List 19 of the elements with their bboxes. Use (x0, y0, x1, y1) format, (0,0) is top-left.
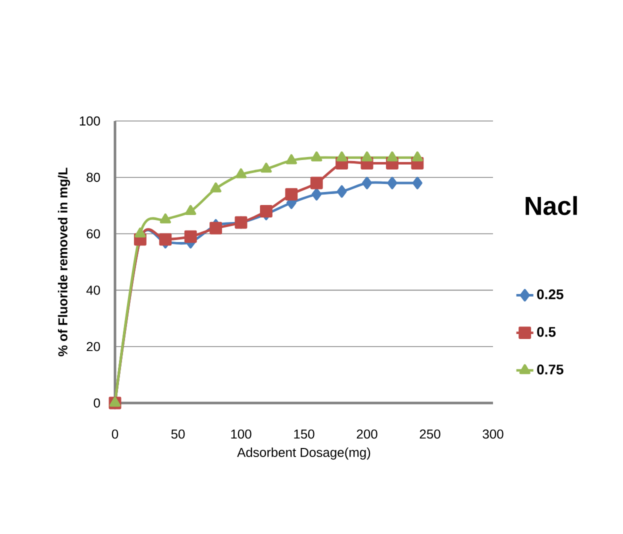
x-tick-label: 50 (171, 430, 185, 439)
x-tick-label: 100 (231, 430, 252, 439)
x-tick-label: 200 (356, 430, 378, 439)
legend-title: Nacl (526, 196, 577, 216)
x-tick-label: 250 (420, 430, 440, 439)
y-tick-label: 0 (94, 398, 100, 408)
y-axis-title: % of Fluoride removed in mg/L (58, 168, 70, 356)
y-tick-label: 80 (86, 172, 100, 182)
y-tick-label: 40 (86, 286, 100, 295)
legend-label: 0.5 (537, 326, 556, 337)
x-tick-label: 150 (294, 430, 314, 439)
y-tick-label: 20 (86, 342, 100, 352)
legend-label: 0.75 (537, 364, 564, 374)
y-tick-label: 60 (86, 229, 100, 238)
x-tick-label: 0 (112, 430, 118, 439)
x-tick-label: 300 (482, 430, 504, 439)
y-tick-label: 100 (80, 116, 100, 126)
legend-label: 0.25 (537, 289, 564, 300)
x-axis-title: Adsorbent Dosage(mg) (237, 448, 370, 460)
